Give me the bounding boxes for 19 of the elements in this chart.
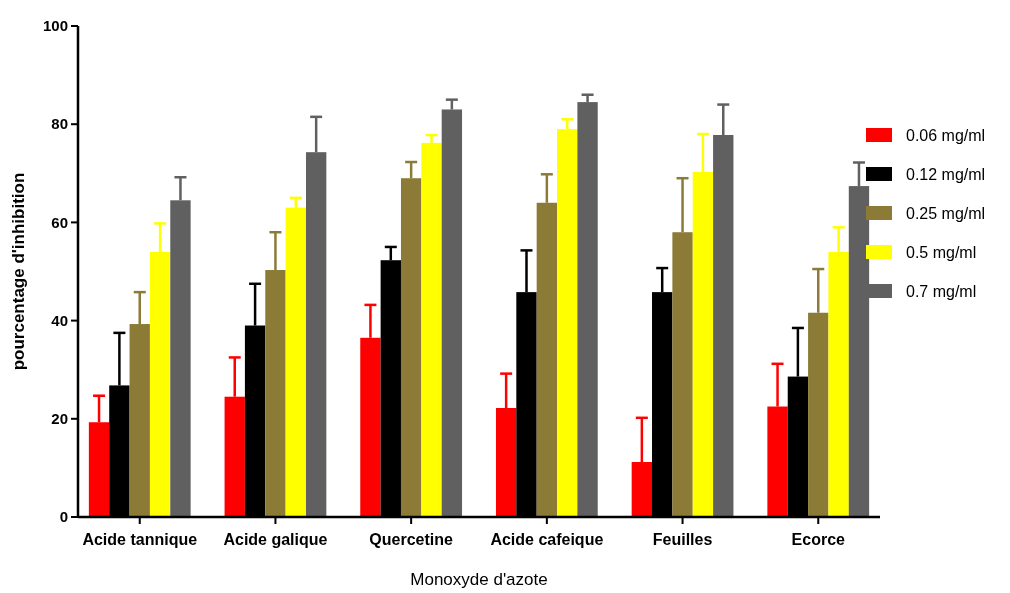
x-tick-label: Acide galique [223, 531, 328, 548]
x-tick-label: Acide tannique [82, 531, 198, 548]
y-axis-title: pourcentage d'inhibition [9, 172, 28, 371]
x-tick-label: Quercetine [369, 531, 454, 548]
legend-label: 0.06 mg/ml [906, 126, 986, 144]
y-tick-label: 20 [51, 410, 68, 428]
legend-label: 0.7 mg/ml [906, 282, 977, 300]
y-tick-label: 80 [51, 115, 68, 133]
x-tick-label: Acide cafeique [490, 531, 604, 548]
y-tick-label: 40 [51, 311, 68, 329]
y-tick-label: 100 [42, 17, 68, 35]
y-tick-label: 60 [51, 213, 68, 231]
x-axis-title: Monoxyde d'azote [410, 570, 548, 589]
legend-label: 0.25 mg/ml [906, 204, 986, 222]
legend-label: 0.5 mg/ml [906, 243, 977, 261]
x-tick-label: Ecorce [791, 531, 846, 548]
legend-label: 0.12 mg/ml [906, 165, 986, 183]
y-tick-label: 0 [59, 508, 68, 526]
x-tick-label: Feuilles [652, 531, 713, 548]
